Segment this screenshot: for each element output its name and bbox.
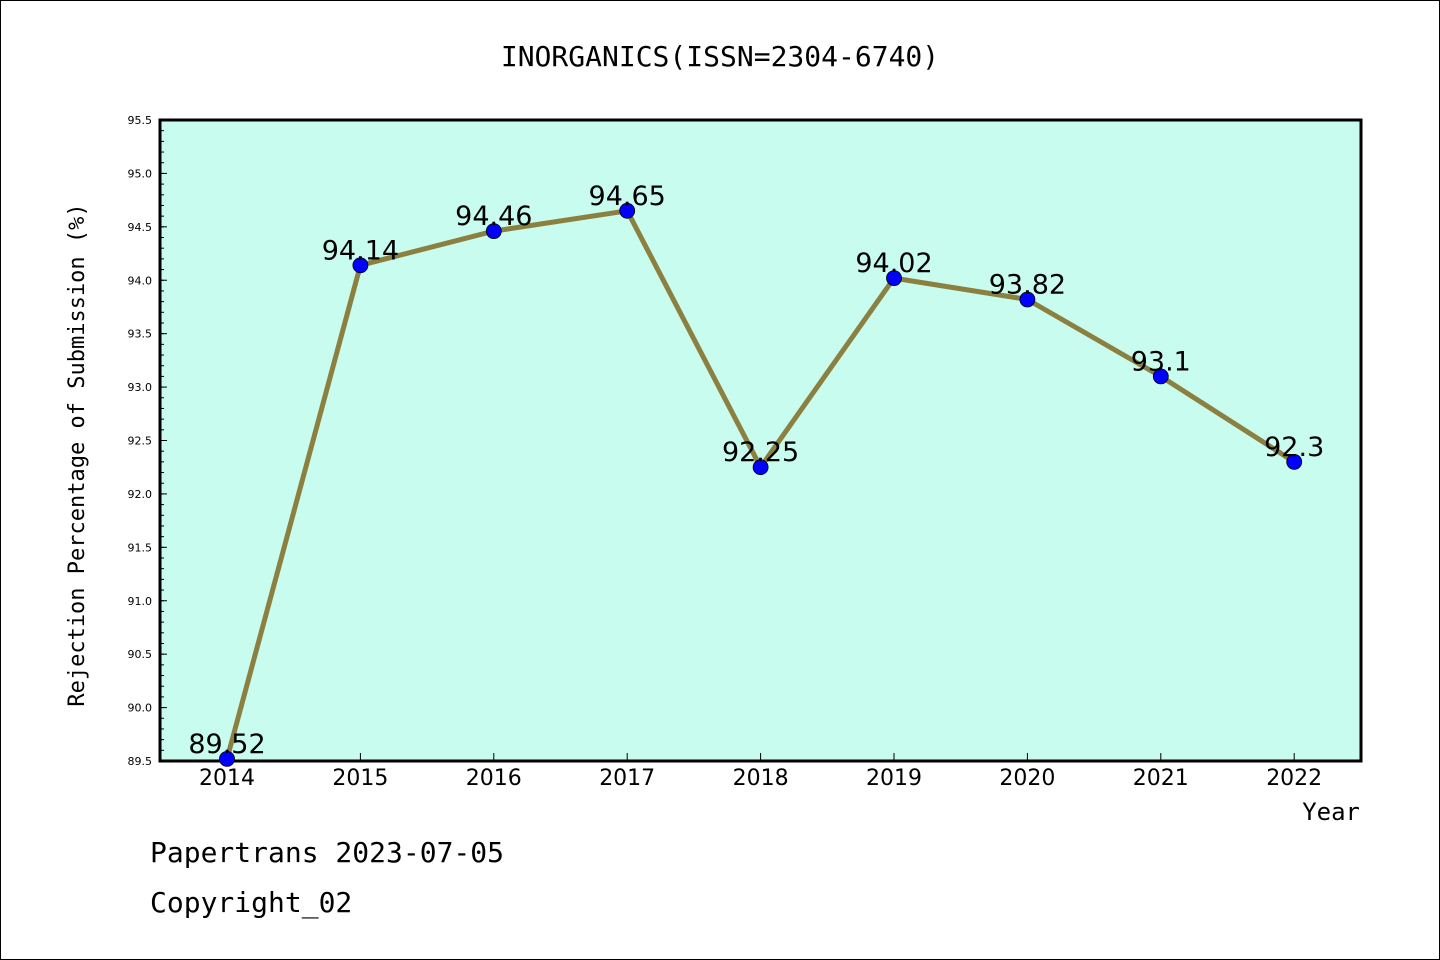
y-tick-label: 90.0	[128, 702, 153, 715]
data-point	[752, 459, 769, 476]
y-tick-label: 93.5	[128, 328, 153, 341]
data-point	[619, 202, 636, 219]
data-label: 89.52	[188, 729, 265, 760]
y-tick-label: 94.5	[128, 221, 153, 234]
data-label: 93.1	[1131, 346, 1191, 377]
y-tick-label: 92.5	[128, 435, 153, 448]
y-tick-label: 91.5	[128, 541, 153, 554]
data-label: 94.65	[589, 181, 666, 212]
y-tick-label: 95.0	[128, 167, 153, 180]
data-label: 94.14	[322, 235, 399, 266]
y-tick-label: 94.0	[128, 274, 153, 287]
data-label: 94.46	[455, 201, 532, 232]
data-point	[1019, 291, 1036, 308]
x-tick-label: 2022	[1266, 766, 1322, 791]
data-point	[485, 223, 502, 240]
x-tick-label: 2019	[866, 766, 922, 791]
data-point	[886, 270, 902, 287]
y-tick-label: 89.5	[128, 755, 153, 768]
x-tick-label: 2015	[332, 766, 388, 791]
data-point	[1286, 453, 1303, 470]
y-tick-label: 95.5	[128, 114, 153, 127]
x-axis-ticks: 2014 2015 2016 2017 2018 2019 2020 2021 2022	[199, 753, 1322, 791]
x-axis-label: Year	[1302, 798, 1360, 826]
data-point	[219, 750, 235, 767]
data-label: 94.02	[855, 248, 932, 279]
x-tick-label: 2014	[199, 766, 255, 791]
x-tick-label: 2018	[733, 766, 789, 791]
y-axis-label: Rejection Percentage of Submission (%)	[65, 203, 90, 706]
y-tick-label: 90.5	[128, 648, 153, 661]
x-tick-label: 2020	[999, 766, 1055, 791]
y-axis-ticks: 89.5 90.0 90.5 91.0 91.5 92.0 92.5 93.0 93.5 94.0…	[128, 114, 167, 768]
footer-date: Papertrans 2023-07-05	[150, 836, 505, 869]
footer-copyright: Copyright_02	[150, 886, 353, 919]
y-tick-label: 93.0	[128, 381, 153, 394]
chart-title: INORGANICS(ISSN=2304-6740)	[501, 40, 939, 73]
series-group: 89.52 94.14 94.46 94.65 92.25 94.02 93.82 93.1 9…	[188, 181, 1324, 767]
data-label: 92.3	[1264, 432, 1324, 463]
data-point	[1152, 368, 1169, 385]
plot-area	[158, 118, 1363, 763]
y-tick-label: 92.0	[128, 488, 153, 501]
y-tick-label: 91.0	[128, 595, 153, 608]
x-tick-label: 2016	[466, 766, 522, 791]
x-tick-label: 2021	[1133, 766, 1189, 791]
data-label: 92.25	[722, 437, 799, 468]
data-label: 93.82	[989, 269, 1066, 300]
data-point	[352, 257, 369, 274]
x-tick-label: 2017	[599, 766, 655, 791]
